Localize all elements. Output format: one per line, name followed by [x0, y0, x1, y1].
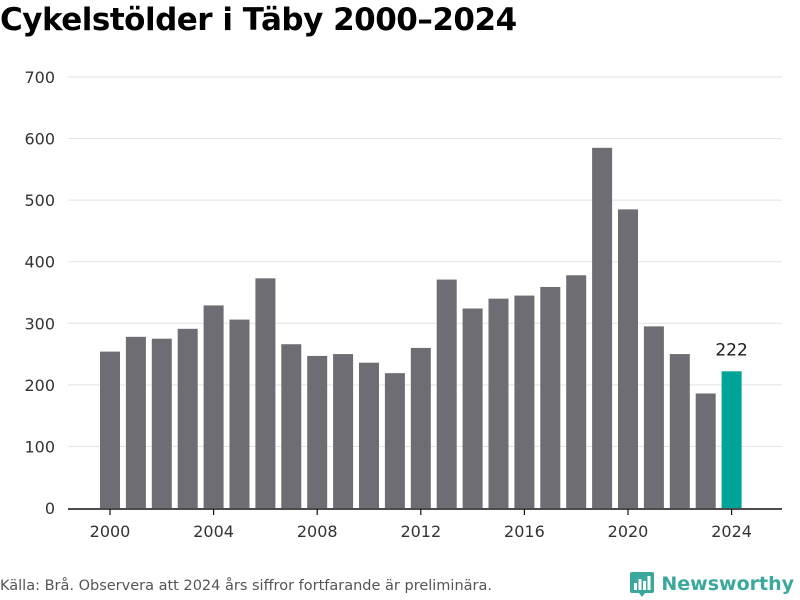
bar-2007 [281, 344, 302, 508]
x-tick-label: 2016 [504, 522, 545, 541]
bar-2017 [540, 286, 561, 508]
x-tick-label: 2000 [90, 522, 131, 541]
x-tick-label: 2012 [400, 522, 441, 541]
bar-2019 [592, 147, 613, 509]
y-tick-label: 100 [24, 437, 55, 456]
bar-chart-logo-icon [630, 572, 655, 597]
bar-2018 [566, 275, 587, 508]
y-tick-label: 700 [24, 68, 55, 87]
bar-2014 [462, 308, 483, 508]
y-tick-label: 600 [24, 130, 55, 149]
y-tick-labels: 0 100 200 300 400 500 600 700 [24, 68, 55, 518]
bar-2010 [359, 362, 379, 508]
bars [100, 147, 742, 509]
bar-2003 [177, 328, 198, 508]
y-tick-label: 0 [45, 499, 55, 518]
bar-2016 [514, 295, 535, 508]
x-tick-labels: 2000 2004 2008 2012 2016 2020 2024 [90, 522, 752, 541]
x-tick-label: 2008 [297, 522, 338, 541]
bar-2005 [229, 319, 250, 508]
bar-2009 [333, 354, 354, 508]
x-tick-label: 2004 [193, 522, 234, 541]
chart-title: Cykelstölder i Täby 2000–2024 [0, 2, 517, 38]
source-note: Källa: Brå. Observera att 2024 års siffr… [0, 578, 492, 594]
bar-2001 [125, 336, 146, 508]
bar-2013 [436, 279, 457, 508]
bar-2022 [669, 354, 690, 508]
y-tick-label: 400 [24, 253, 55, 272]
bar-2002 [151, 338, 172, 508]
bar-2008 [307, 355, 328, 508]
bar-2012 [410, 347, 431, 508]
brand-logo[interactable]: Newsworthy [629, 570, 794, 598]
bar-2011 [384, 373, 405, 508]
y-tick-label: 200 [24, 376, 55, 395]
brand-name: Newsworthy [661, 573, 794, 595]
bar-2020 [618, 209, 638, 508]
x-tick-label: 2020 [608, 522, 649, 541]
y-tick-label: 500 [24, 191, 55, 210]
y-tick-label: 300 [24, 314, 55, 333]
bar-2021 [643, 326, 664, 508]
bar-2015 [488, 298, 509, 508]
x-axis [68, 508, 782, 515]
data-labels: 222 [715, 340, 747, 360]
bar-2004 [203, 305, 224, 508]
bar-2000 [100, 351, 120, 508]
bar-2023 [695, 393, 716, 508]
bar-2024 [721, 371, 742, 508]
data-label-2024: 222 [715, 340, 747, 360]
bar-2006 [255, 278, 276, 508]
x-tick-label: 2024 [711, 522, 752, 541]
